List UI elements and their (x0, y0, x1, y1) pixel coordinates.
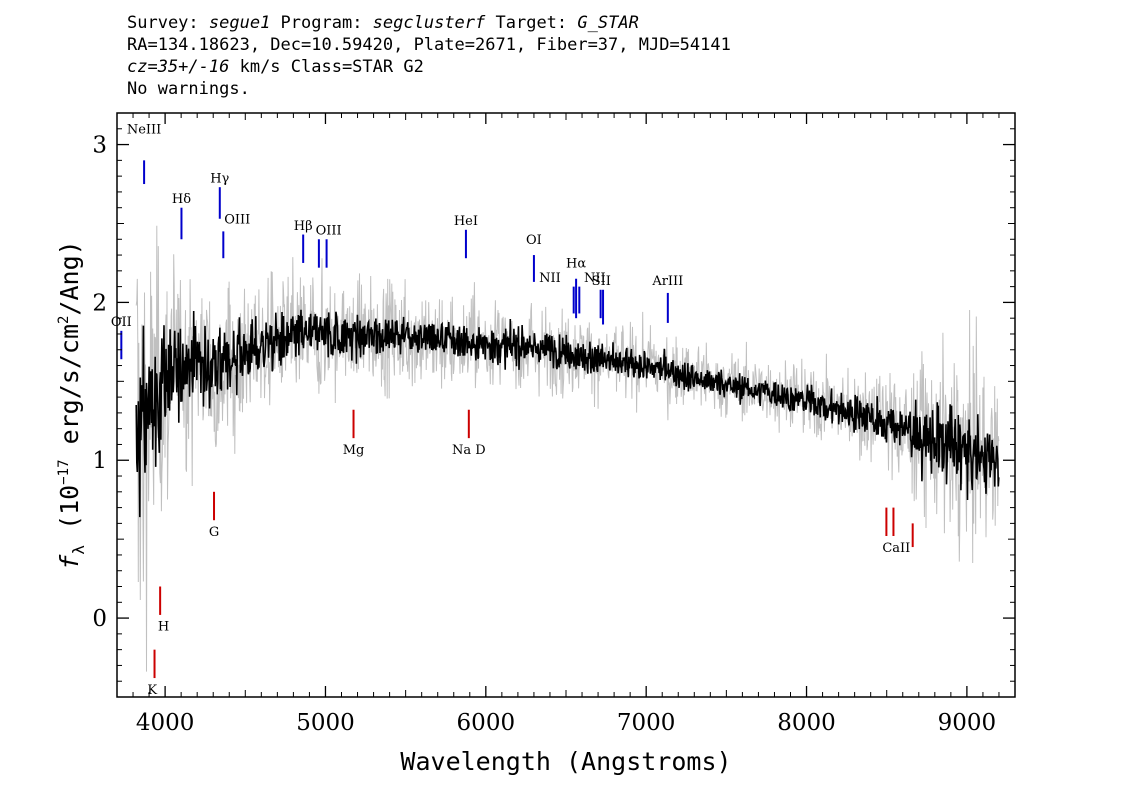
absorption-line-label: H (158, 620, 169, 635)
error-series (135, 225, 1000, 672)
y-tick-label: 0 (92, 606, 107, 632)
target-value: G_STAR (577, 13, 639, 33)
absorption-line-label: K (147, 683, 157, 698)
y-tick-label: 3 (92, 133, 107, 159)
absorption-line-label: Na D (452, 443, 486, 458)
survey-label: Survey: (127, 13, 209, 33)
x-tick-label: 7000 (617, 710, 676, 736)
header-line-redshift: cz=35+/-16 km/s Class=STAR G2 (127, 56, 731, 78)
emission-line-label: OIII (316, 224, 342, 239)
program-label: Program: (270, 13, 373, 33)
x-axis-label: Wavelength (Angstroms) (400, 747, 731, 776)
emission-line-label: OIII (224, 212, 250, 227)
survey-value: segue1 (208, 13, 271, 33)
x-tick-label: 5000 (296, 710, 355, 736)
absorption-line-label: G (209, 525, 219, 540)
emission-line-label: Hγ (210, 171, 229, 186)
x-tick-label: 4000 (136, 710, 195, 736)
emission-line-label: NII (539, 271, 561, 286)
spectrum-header: Survey: segue1 Program: segclusterf Targ… (127, 12, 731, 100)
header-line-coords: RA=134.18623, Dec=10.59420, Plate=2671, … (127, 35, 731, 55)
ticks: 4000 5000 6000 7000 8000 9000 0 1 2 3 (92, 112, 1016, 736)
emission-line-label: SII (592, 274, 611, 289)
flux-line (135, 309, 1000, 518)
class-value: km/s Class=STAR G2 (229, 57, 424, 77)
emission-line-label: OI (526, 233, 542, 248)
y-label-exp2: 2 (56, 316, 72, 324)
flux-series (135, 309, 1000, 518)
program-value: segclusterf (372, 13, 486, 33)
y-axis-label: fλ (10−17 erg/s/cm2/Ang) (55, 240, 88, 569)
emission-line-label: Hδ (172, 192, 191, 207)
y-label-b: erg/s/cm (55, 324, 84, 459)
emission-line-label: ArIII (651, 274, 683, 289)
emission-line-label: NeIII (127, 123, 161, 138)
y-label-exp17: −17 (56, 459, 72, 484)
y-label-lambda: λ (69, 545, 88, 555)
emission-line-label: NII (584, 271, 606, 286)
redshift-value: cz=35+/-16 (127, 57, 230, 77)
header-line-survey: Survey: segue1 Program: segclusterf Targ… (127, 12, 731, 34)
y-label-f: f (55, 554, 84, 570)
header-line-warnings: No warnings. (127, 79, 250, 99)
y-label-a: (10 (55, 485, 84, 545)
x-tick-label: 9000 (938, 710, 997, 736)
emission-line-label: Hα (566, 257, 586, 272)
y-tick-label: 2 (92, 290, 107, 316)
absorption-line-label: CaII (882, 541, 910, 556)
y-label-c: /Ang) (55, 240, 84, 315)
emission-line-label: Hβ (294, 219, 313, 234)
emission-line-label: OII (111, 315, 132, 330)
emission-line-label: HeI (454, 214, 478, 229)
y-tick-label: 1 (92, 448, 107, 474)
error-line (135, 225, 1000, 672)
x-tick-label: 6000 (457, 710, 516, 736)
x-tick-label: 8000 (777, 710, 836, 736)
absorption-line-label: Mg (343, 443, 365, 458)
target-label: Target: (485, 13, 578, 33)
